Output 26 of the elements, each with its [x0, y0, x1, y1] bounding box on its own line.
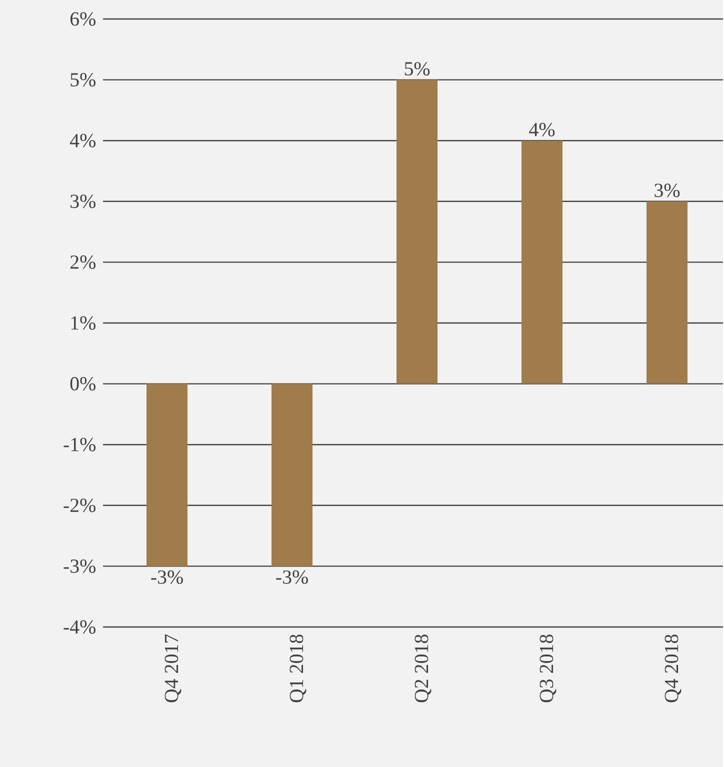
data-label: 5% — [405, 62, 430, 76]
y-tick-label: -3% — [64, 559, 96, 573]
y-tick-label: 6% — [70, 12, 96, 26]
y-tick-label: 2% — [70, 255, 96, 269]
data-label: 3% — [654, 184, 680, 198]
x-tick-label: Q2 2018 — [414, 634, 432, 702]
y-tick-label: -1% — [64, 438, 96, 452]
y-tick-label: -2% — [64, 498, 96, 512]
x-tick-label: Q4 2017 — [164, 634, 182, 702]
y-tick-label: 0% — [70, 377, 96, 391]
bar — [646, 201, 688, 384]
data-label: -3% — [151, 570, 184, 584]
data-label: 4% — [529, 122, 555, 136]
x-tick-label: Q4 2018 — [664, 634, 682, 702]
y-tick-label: 4% — [70, 134, 96, 148]
y-tick-label: -4% — [64, 620, 96, 634]
bar — [146, 384, 188, 566]
bar — [396, 80, 438, 384]
bar — [522, 140, 563, 384]
y-tick-label: 3% — [70, 194, 96, 208]
y-tick-label: 5% — [70, 73, 96, 87]
y-tick-label: 1% — [72, 316, 96, 330]
data-label: -3% — [276, 570, 308, 584]
bar — [272, 384, 313, 566]
x-tick-label: Q3 2018 — [540, 634, 556, 702]
x-tick-label: Q1 2018 — [290, 634, 306, 702]
